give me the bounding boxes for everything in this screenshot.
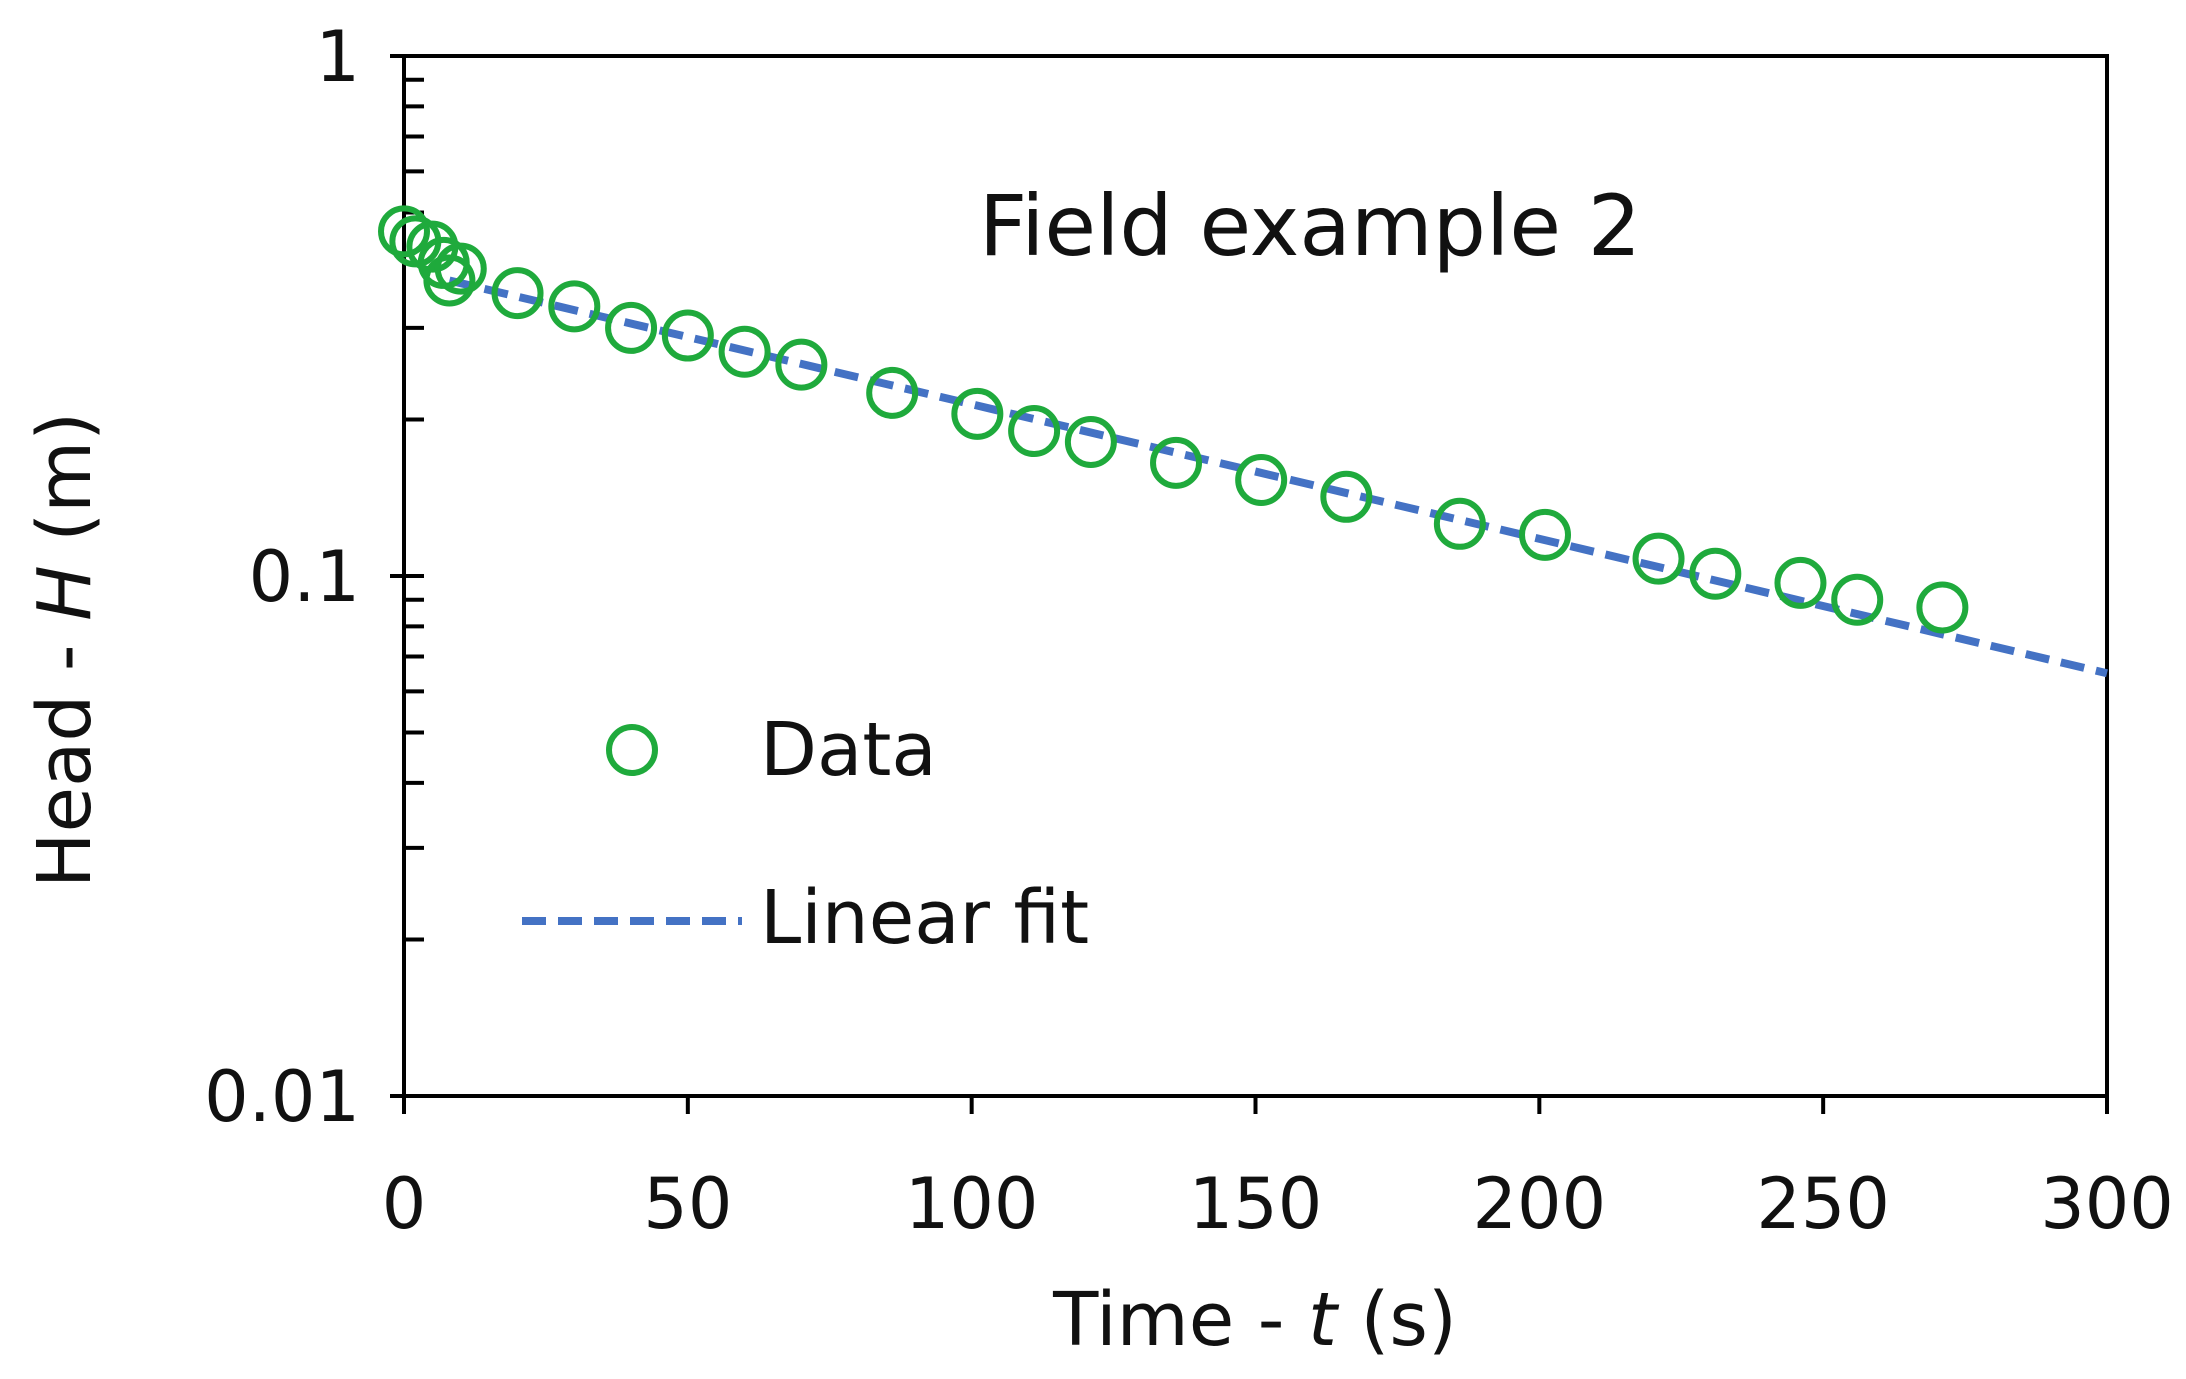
x-tick-label: 0	[382, 1163, 427, 1245]
x-tick-label: 300	[2040, 1163, 2174, 1245]
x-tick-label: 250	[1756, 1163, 1890, 1245]
data-point	[491, 267, 544, 320]
data-point	[1008, 405, 1061, 458]
x-tick-label: 50	[643, 1163, 732, 1245]
data-point	[1774, 556, 1827, 609]
data-point	[1519, 508, 1572, 561]
data-point	[1831, 573, 1884, 626]
data-point	[866, 366, 919, 419]
data-points-layer	[378, 205, 1969, 634]
data-point	[1632, 532, 1685, 585]
y-tick-label: 0.01	[204, 1056, 360, 1138]
legend: Data Linear fit	[522, 707, 1089, 961]
data-point	[1150, 436, 1203, 489]
legend-fit-label: Linear fit	[760, 875, 1089, 961]
data-point	[775, 338, 828, 391]
data-point	[1064, 416, 1117, 469]
data-point	[605, 301, 658, 354]
legend-data-label: Data	[760, 707, 937, 793]
fit-line	[448, 276, 2108, 678]
y-tick-label: 1	[315, 16, 360, 98]
x-tick-label: 100	[905, 1163, 1039, 1245]
fit-line-layer	[448, 276, 2108, 678]
x-tick-label: 200	[1473, 1163, 1607, 1245]
x-axis-ticks: 0 50 100 150 200 250 300	[382, 1096, 2174, 1245]
data-point	[548, 280, 601, 333]
data-point	[1433, 497, 1486, 550]
data-point	[1320, 470, 1373, 523]
data-point	[951, 387, 1004, 440]
data-point	[378, 205, 430, 258]
x-axis-label: Time - t (s)	[1052, 1277, 1457, 1363]
data-point	[1916, 581, 1969, 634]
data-point	[434, 242, 487, 295]
data-point	[1689, 547, 1742, 600]
y-axis-ticks: 0.01 0.1 1	[204, 16, 424, 1138]
legend-data-marker	[606, 724, 658, 776]
data-point	[423, 254, 476, 307]
data-point	[661, 309, 714, 362]
chart-title: Field example 2	[979, 177, 1641, 275]
y-axis-label: Head - H (m)	[22, 412, 108, 888]
data-point	[1235, 453, 1288, 506]
x-tick-label: 150	[1189, 1163, 1323, 1245]
y-tick-label: 0.1	[249, 536, 360, 618]
data-point	[718, 325, 771, 378]
